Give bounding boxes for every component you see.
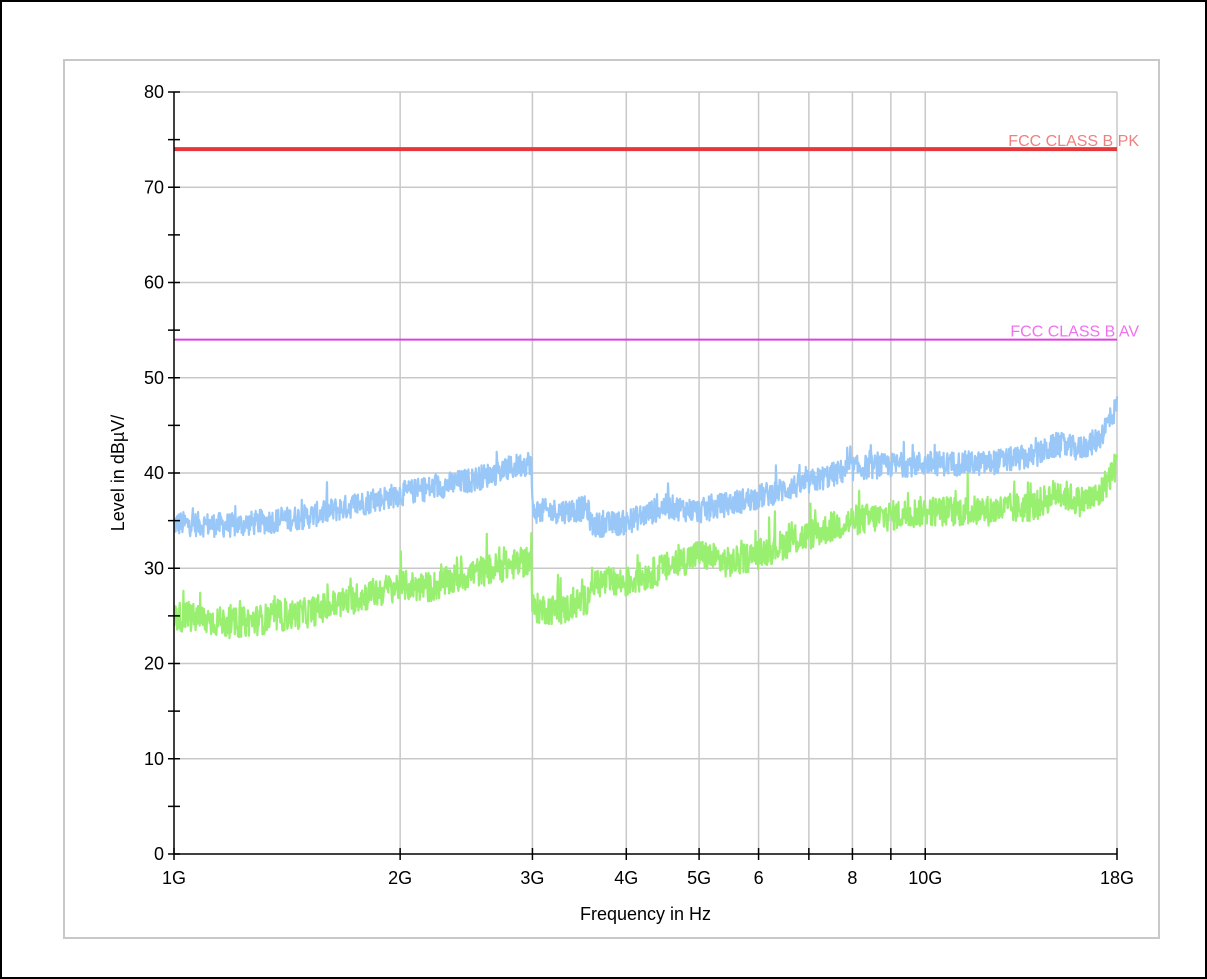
x-tick-label: 1G [162, 868, 186, 888]
series-line [173, 396, 1119, 539]
limit-line-label: FCC CLASS B PK [1008, 133, 1139, 150]
x-tick-label: 2G [388, 868, 412, 888]
x-tick-label: 8 [847, 868, 857, 888]
series-line [172, 453, 1119, 640]
y-tick-label: 60 [144, 273, 164, 293]
chart-panel [63, 59, 1160, 939]
x-tick-label: 6 [754, 868, 764, 888]
series-1 [173, 396, 1119, 539]
y-axis-title: Level in dBµV/ [108, 415, 128, 531]
x-tick-label: 10G [908, 868, 942, 888]
y-tick-label: 50 [144, 368, 164, 388]
y-tick-label: 80 [144, 82, 164, 102]
x-axis-title: Frequency in Hz [580, 904, 711, 924]
series-2 [172, 453, 1119, 640]
y-tick-label: 30 [144, 558, 164, 578]
y-tick-label: 10 [144, 749, 164, 769]
x-tick-label: 3G [520, 868, 544, 888]
y-tick-label: 40 [144, 463, 164, 483]
x-tick-label: 18G [1100, 868, 1134, 888]
x-tick-label: 5G [687, 868, 711, 888]
y-tick-label: 70 [144, 177, 164, 197]
limit-line-label: FCC CLASS B AV [1010, 324, 1139, 341]
x-tick-label: 4G [614, 868, 638, 888]
y-tick-label: 20 [144, 654, 164, 674]
grid [174, 91, 1118, 854]
limit-lines: FCC CLASS B PK FCC CLASS B AV [174, 133, 1139, 341]
series-layer [172, 396, 1119, 640]
y-tick-label: 0 [154, 844, 164, 864]
axes: 0 10 20 30 40 50 60 70 80 1G 2G 3G 4G 5G 6 8 10G 18G [144, 82, 1134, 888]
